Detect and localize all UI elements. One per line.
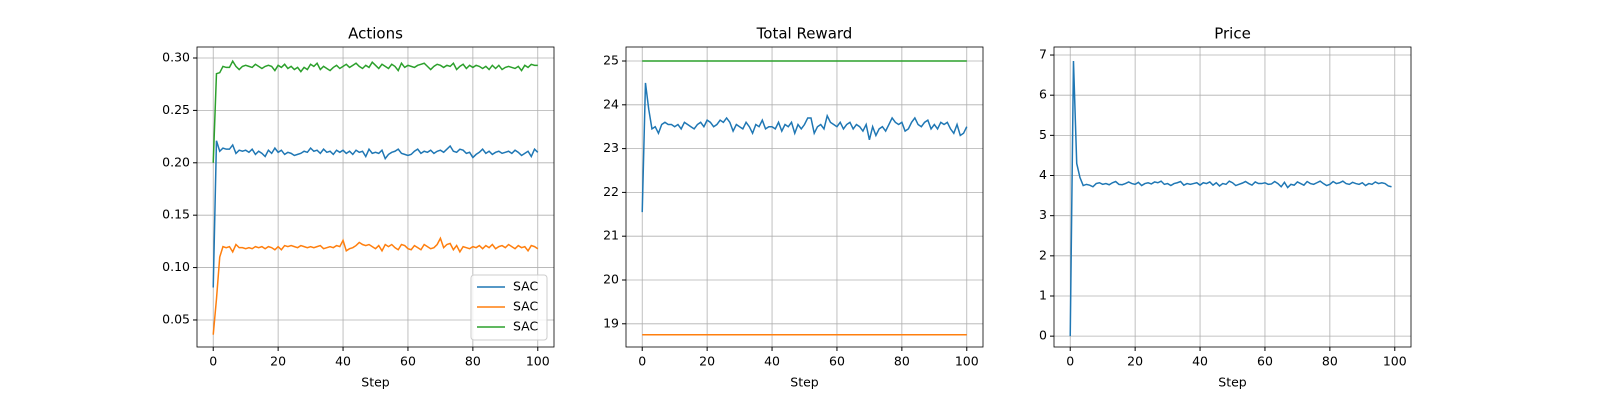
chart-title: Actions xyxy=(348,25,403,43)
y-tick-label: 6 xyxy=(1039,87,1047,102)
plot-frame xyxy=(625,46,984,348)
x-tick-label: 20 xyxy=(270,354,286,369)
legend-label: SAC xyxy=(513,319,538,334)
x-tick-label: 0 xyxy=(638,354,646,369)
plot-frame xyxy=(196,46,555,348)
legend-box xyxy=(470,274,548,341)
y-tick-label: 0.05 xyxy=(162,311,190,326)
chart-title: Price xyxy=(1214,25,1251,43)
y-tick-label: 24 xyxy=(603,96,619,111)
y-tick-label: 0.15 xyxy=(162,207,190,222)
x-tick-label: 100 xyxy=(1383,354,1407,369)
x-tick-label: 0 xyxy=(1066,354,1074,369)
data-line xyxy=(641,82,968,213)
data-line xyxy=(1069,61,1392,337)
y-tick-label: 2 xyxy=(1039,247,1047,262)
y-tick-label: 0.20 xyxy=(162,154,190,169)
data-line xyxy=(212,59,538,163)
y-tick-label: 1 xyxy=(1039,287,1047,302)
y-tick-label: 0.25 xyxy=(162,102,190,117)
data-line xyxy=(212,140,539,288)
x-tick-label: 80 xyxy=(465,354,481,369)
y-tick-label: 5 xyxy=(1039,127,1047,142)
y-tick-label: 3 xyxy=(1039,207,1047,222)
legend-label: SAC xyxy=(513,299,538,314)
x-tick-label: 20 xyxy=(1127,354,1143,369)
y-tick-label: 23 xyxy=(603,140,619,155)
y-tick-label: 7 xyxy=(1039,47,1047,62)
x-tick-label: 100 xyxy=(955,354,979,369)
x-tick-label: 60 xyxy=(1257,354,1273,369)
legend-label: SAC xyxy=(513,279,538,294)
y-tick-label: 20 xyxy=(603,271,619,286)
y-tick-label: 0.10 xyxy=(162,259,190,274)
y-tick-label: 21 xyxy=(603,228,619,243)
y-tick-label: 4 xyxy=(1039,167,1047,182)
data-line xyxy=(212,236,539,335)
x-axis-label: Step xyxy=(361,375,390,390)
x-tick-label: 60 xyxy=(829,354,845,369)
y-tick-label: 25 xyxy=(603,53,619,68)
y-tick-label: 0 xyxy=(1039,328,1047,343)
x-tick-label: 100 xyxy=(526,354,550,369)
x-tick-label: 80 xyxy=(894,354,910,369)
y-tick-label: 22 xyxy=(603,184,619,199)
y-tick-label: 19 xyxy=(603,315,619,330)
x-tick-label: 60 xyxy=(400,354,416,369)
x-tick-label: 0 xyxy=(209,354,217,369)
x-tick-label: 40 xyxy=(1192,354,1208,369)
x-tick-label: 40 xyxy=(764,354,780,369)
plot-frame xyxy=(1053,46,1412,348)
x-tick-label: 40 xyxy=(335,354,351,369)
x-tick-label: 20 xyxy=(699,354,715,369)
chart-title: Total Reward xyxy=(756,25,853,43)
y-tick-label: 0.30 xyxy=(162,50,190,65)
x-axis-label: Step xyxy=(790,375,819,390)
x-tick-label: 80 xyxy=(1322,354,1338,369)
x-axis-label: Step xyxy=(1218,375,1247,390)
